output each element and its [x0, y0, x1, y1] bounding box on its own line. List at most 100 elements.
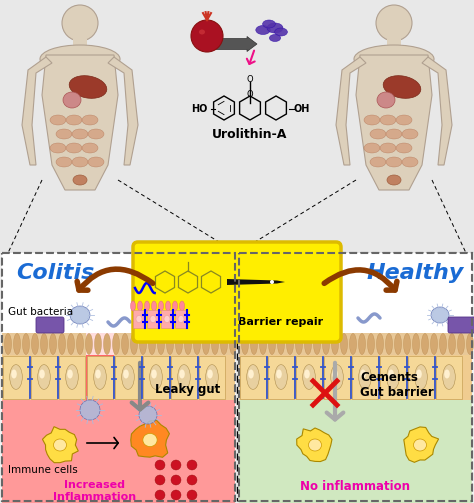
Ellipse shape: [415, 365, 427, 389]
Ellipse shape: [178, 365, 190, 389]
Ellipse shape: [331, 333, 338, 355]
Ellipse shape: [112, 333, 119, 355]
Ellipse shape: [421, 333, 428, 355]
Ellipse shape: [380, 115, 396, 125]
Ellipse shape: [82, 143, 98, 153]
Ellipse shape: [173, 301, 177, 311]
Ellipse shape: [439, 333, 447, 355]
Ellipse shape: [121, 333, 128, 355]
Ellipse shape: [364, 115, 380, 125]
Ellipse shape: [139, 333, 146, 355]
Ellipse shape: [304, 370, 310, 378]
Ellipse shape: [88, 157, 104, 167]
Text: Increased
Inflammation: Increased Inflammation: [54, 480, 137, 501]
Ellipse shape: [151, 370, 157, 378]
Ellipse shape: [179, 370, 185, 378]
Ellipse shape: [386, 157, 402, 167]
Text: HO: HO: [191, 104, 207, 114]
Ellipse shape: [466, 333, 474, 355]
Ellipse shape: [66, 143, 82, 153]
Circle shape: [171, 490, 181, 500]
Ellipse shape: [387, 175, 401, 185]
Ellipse shape: [88, 129, 104, 139]
Ellipse shape: [158, 301, 164, 311]
Ellipse shape: [192, 304, 208, 320]
Bar: [59, 356, 85, 399]
Bar: [143, 356, 169, 399]
Bar: [239, 333, 472, 355]
Circle shape: [376, 5, 412, 41]
Ellipse shape: [202, 333, 210, 355]
Polygon shape: [336, 57, 366, 165]
Bar: [2, 253, 235, 501]
Ellipse shape: [396, 115, 412, 125]
Ellipse shape: [259, 333, 266, 355]
Ellipse shape: [383, 75, 421, 98]
Ellipse shape: [40, 45, 120, 73]
Ellipse shape: [380, 143, 396, 153]
Polygon shape: [227, 279, 285, 285]
FancyBboxPatch shape: [133, 242, 341, 342]
Ellipse shape: [241, 333, 248, 355]
Ellipse shape: [412, 333, 419, 355]
Bar: [171, 356, 197, 399]
Ellipse shape: [431, 307, 449, 323]
Circle shape: [155, 490, 165, 500]
Ellipse shape: [11, 370, 17, 378]
Ellipse shape: [150, 365, 162, 389]
Ellipse shape: [443, 365, 456, 389]
Ellipse shape: [94, 365, 106, 389]
Ellipse shape: [67, 333, 74, 355]
Text: Urolithin-A: Urolithin-A: [212, 128, 288, 141]
Ellipse shape: [130, 301, 136, 311]
Ellipse shape: [267, 23, 283, 33]
Ellipse shape: [444, 370, 450, 378]
Ellipse shape: [416, 370, 422, 378]
FancyArrow shape: [207, 37, 257, 51]
Text: Immune cells: Immune cells: [8, 465, 78, 475]
Ellipse shape: [73, 175, 87, 185]
Ellipse shape: [178, 315, 184, 322]
Ellipse shape: [354, 45, 434, 73]
Bar: [115, 356, 141, 399]
Ellipse shape: [157, 333, 164, 355]
Circle shape: [187, 460, 197, 470]
Ellipse shape: [448, 333, 456, 355]
Bar: [240, 356, 266, 399]
Polygon shape: [108, 57, 138, 165]
Ellipse shape: [166, 333, 173, 355]
Ellipse shape: [184, 333, 191, 355]
Ellipse shape: [387, 365, 399, 389]
Bar: [86, 355, 114, 400]
Ellipse shape: [331, 365, 343, 389]
Ellipse shape: [50, 115, 66, 125]
Bar: [0, 0, 474, 253]
Circle shape: [191, 20, 223, 52]
Ellipse shape: [148, 333, 155, 355]
Bar: [387, 39, 401, 51]
Ellipse shape: [165, 301, 171, 311]
Bar: [73, 39, 87, 51]
Ellipse shape: [143, 434, 157, 447]
Text: Colitis: Colitis: [16, 263, 94, 283]
Text: Gut bacteria: Gut bacteria: [8, 307, 73, 317]
Ellipse shape: [457, 333, 465, 355]
Bar: [239, 400, 472, 503]
Ellipse shape: [66, 365, 78, 389]
Ellipse shape: [229, 333, 237, 355]
Circle shape: [155, 475, 165, 485]
Ellipse shape: [396, 143, 412, 153]
Ellipse shape: [220, 333, 228, 355]
Circle shape: [270, 280, 274, 284]
Polygon shape: [422, 57, 452, 165]
Ellipse shape: [50, 143, 66, 153]
Ellipse shape: [388, 370, 394, 378]
Ellipse shape: [370, 129, 386, 139]
Ellipse shape: [303, 365, 315, 389]
Text: OH: OH: [294, 104, 310, 114]
Ellipse shape: [38, 365, 50, 389]
Ellipse shape: [358, 333, 365, 355]
Bar: [161, 310, 173, 328]
Ellipse shape: [274, 28, 287, 36]
Bar: [2, 400, 235, 503]
